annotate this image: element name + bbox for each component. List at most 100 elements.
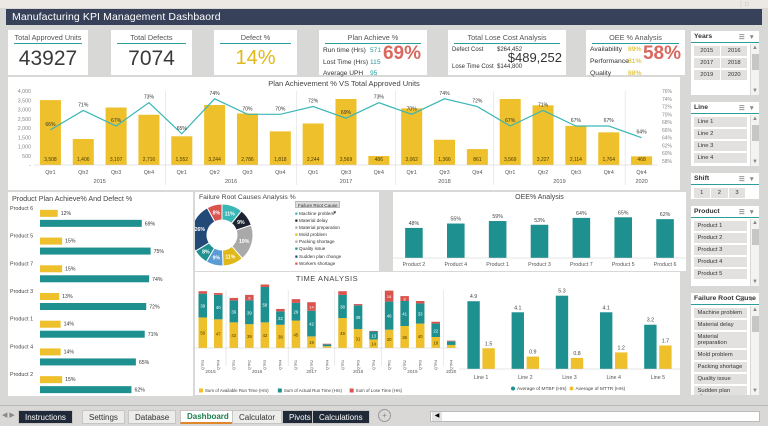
svg-text:69%: 69% [145, 221, 156, 227]
svg-text:2017: 2017 [306, 369, 317, 374]
svg-text:3,000: 3,000 [18, 108, 31, 114]
svg-text:65%: 65% [177, 126, 188, 132]
svg-text:QTR4: QTR4 [372, 360, 376, 370]
svg-text:1,500: 1,500 [18, 135, 31, 141]
svg-text:38: 38 [278, 334, 283, 339]
svg-text:74%: 74% [439, 91, 450, 97]
svg-text:1,000: 1,000 [18, 145, 31, 151]
svg-text:38: 38 [340, 304, 345, 309]
svg-text:Product 1: Product 1 [486, 262, 509, 268]
svg-text:71%: 71% [78, 102, 89, 108]
svg-text:Qtr2: Qtr2 [209, 170, 219, 176]
svg-text:14%: 14% [64, 349, 75, 355]
svg-text:2016: 2016 [225, 179, 237, 185]
svg-text:QTR4: QTR4 [279, 360, 283, 370]
svg-text:1,406: 1,406 [77, 157, 90, 163]
svg-text:Product 4: Product 4 [10, 344, 33, 350]
svg-text:QTR4: QTR4 [217, 360, 221, 370]
svg-text:47: 47 [216, 332, 221, 337]
svg-text:74%: 74% [210, 91, 221, 97]
svg-text:QTR1: QTR1 [387, 360, 391, 370]
svg-text:8%: 8% [202, 249, 210, 255]
svg-text:1,764: 1,764 [602, 157, 615, 163]
svg-text:QTR4: QTR4 [434, 360, 438, 370]
svg-text:Product 6: Product 6 [10, 206, 33, 212]
svg-text:73%: 73% [144, 95, 155, 101]
svg-text:68%: 68% [662, 120, 673, 126]
svg-text:QTR1: QTR1 [341, 360, 345, 370]
svg-text:Qtr4: Qtr4 [636, 170, 646, 176]
svg-text:Average of MTTR (Hrs): Average of MTTR (Hrs) [576, 386, 626, 392]
svg-text:2,000: 2,000 [18, 126, 31, 132]
svg-text:Qtr2: Qtr2 [78, 170, 88, 176]
svg-text:0.8: 0.8 [573, 351, 580, 357]
svg-text:19: 19 [309, 340, 314, 345]
svg-text:500: 500 [22, 154, 31, 160]
svg-text:2,114: 2,114 [570, 157, 582, 163]
svg-text:Qtr4: Qtr4 [472, 170, 482, 176]
svg-text:Product 6: Product 6 [654, 262, 677, 268]
svg-text:3,569: 3,569 [340, 157, 353, 163]
svg-text:11%: 11% [225, 211, 235, 217]
svg-text:QTR3: QTR3 [418, 360, 422, 370]
svg-text:40: 40 [216, 305, 221, 310]
svg-text:486: 486 [375, 157, 384, 163]
svg-text:8%: 8% [213, 211, 221, 217]
svg-text:QTR1: QTR1 [294, 360, 298, 370]
svg-text:1,552: 1,552 [176, 157, 189, 163]
svg-text:42: 42 [262, 333, 267, 338]
svg-text:Sum of Lose Time (Hrs): Sum of Lose Time (Hrs) [356, 388, 403, 393]
svg-text:3.2: 3.2 [647, 318, 654, 324]
svg-text:46: 46 [387, 314, 392, 319]
svg-text:73%: 73% [374, 95, 385, 101]
svg-text:39: 39 [200, 304, 205, 309]
svg-text:3,062: 3,062 [405, 157, 418, 163]
svg-text:15%: 15% [65, 239, 76, 245]
svg-text:Qtr4: Qtr4 [604, 170, 614, 176]
svg-text:-: - [29, 163, 31, 169]
svg-text:58: 58 [262, 303, 267, 308]
svg-text:4.1: 4.1 [602, 305, 609, 311]
svg-text:13%: 13% [62, 294, 73, 300]
svg-text:Product 7: Product 7 [10, 261, 33, 267]
svg-text:50: 50 [200, 331, 205, 336]
svg-text:72%: 72% [308, 99, 319, 105]
svg-text:Qtr3: Qtr3 [439, 170, 449, 176]
svg-text:QTR3: QTR3 [263, 360, 267, 370]
svg-text:Product 4: Product 4 [444, 262, 467, 268]
svg-text:58%: 58% [662, 159, 673, 165]
svg-text:67%: 67% [111, 118, 122, 124]
svg-text:53%: 53% [534, 218, 545, 224]
svg-text:Sum of Available Run Time (Hrs: Sum of Available Run Time (Hrs) [205, 388, 269, 393]
svg-text:42: 42 [231, 333, 236, 338]
svg-text:39: 39 [247, 334, 252, 339]
svg-text:62%: 62% [134, 388, 145, 394]
svg-text:11%: 11% [225, 254, 235, 260]
svg-text:74%: 74% [662, 97, 673, 103]
svg-text:65%: 65% [139, 360, 150, 366]
svg-text:2019: 2019 [553, 179, 565, 185]
svg-text:3,508: 3,508 [44, 157, 57, 163]
svg-text:55%: 55% [450, 217, 461, 223]
svg-text:2018: 2018 [353, 369, 364, 374]
svg-text:76%: 76% [662, 89, 673, 95]
svg-text:66%: 66% [45, 122, 56, 128]
svg-text:22: 22 [433, 328, 438, 333]
svg-text:2,244: 2,244 [307, 157, 320, 163]
svg-text:48%: 48% [409, 221, 420, 227]
svg-text:861: 861 [473, 157, 482, 163]
svg-text:70%: 70% [242, 106, 253, 112]
svg-text:1.2: 1.2 [618, 345, 625, 351]
svg-text:31: 31 [356, 337, 361, 342]
svg-text:3,500: 3,500 [18, 98, 31, 104]
svg-text:Qtr1: Qtr1 [505, 170, 515, 176]
svg-text:Product 2: Product 2 [403, 262, 426, 268]
svg-text:2016: 2016 [252, 369, 263, 374]
svg-text:75%: 75% [154, 249, 165, 255]
svg-text:Qtr1: Qtr1 [45, 170, 55, 176]
svg-text:39: 39 [356, 315, 361, 320]
svg-text:49: 49 [340, 331, 345, 336]
svg-text:74%: 74% [152, 277, 163, 283]
svg-text:30: 30 [387, 337, 392, 342]
svg-text:Product 5: Product 5 [612, 262, 635, 268]
